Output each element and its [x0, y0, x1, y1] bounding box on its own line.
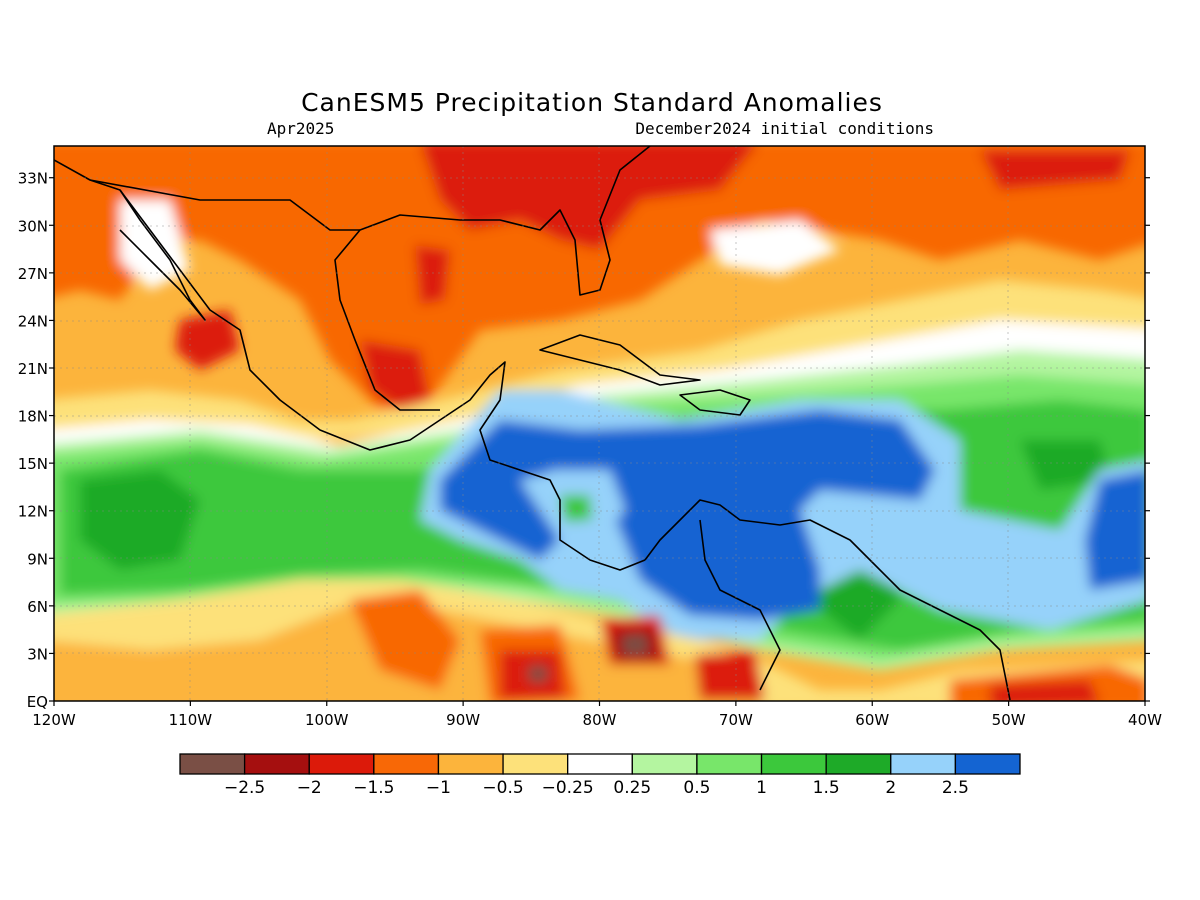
lon-label: 120W [32, 711, 76, 729]
coastline-baja [119, 189, 206, 321]
coastlines [54, 146, 1011, 701]
lat-label: 30N [18, 217, 48, 235]
legend-label: −2 [297, 778, 322, 798]
legend-label: 2.5 [942, 778, 969, 798]
chart-title: CanESM5 Precipitation Standard Anomalies [301, 88, 883, 117]
field-south-red-3 [695, 650, 765, 700]
lat-label: 12N [18, 503, 48, 521]
color-legend: −2.5 −2 −1.5 −1 −0.5 −0.25 0.25 0.5 1 1.5 2 2.5 [179, 753, 1021, 798]
lat-label: 18N [18, 408, 48, 426]
lon-label: 40W [1128, 711, 1162, 729]
lon-label: 70W [719, 711, 753, 729]
field-white-baja [120, 200, 190, 290]
field-south-brown-2 [528, 666, 548, 682]
field-south-orange-2 [350, 590, 460, 690]
initial-conditions-label: December2024 initial conditions [635, 119, 934, 138]
legend-swatch [308, 753, 375, 775]
lat-label: 27N [18, 265, 48, 283]
legend-swatch [760, 753, 827, 775]
legend-label: 0.25 [613, 778, 651, 798]
lat-label: 6N [27, 598, 48, 616]
legend-swatch [954, 753, 1021, 775]
field-gulf-red-2 [415, 245, 450, 305]
latitude-axis: 33N 30N 27N 24N 21N 18N 15N 12N 9N 6N 3N EQ [18, 170, 1150, 711]
legend-swatch [179, 753, 246, 775]
legend-label: 1.5 [813, 778, 840, 798]
field-baja-red [175, 310, 240, 370]
lat-label: 24N [18, 312, 48, 330]
lon-label: 80W [583, 711, 617, 729]
lat-label: 15N [18, 455, 48, 473]
field-ne-red [980, 150, 1130, 190]
legend-swatch [825, 753, 892, 775]
legend-swatch [437, 753, 504, 775]
coastline-north-america [54, 159, 646, 571]
field-white-atlantic [710, 220, 840, 275]
coastline-cuba [539, 334, 701, 386]
field-green-dark [80, 470, 200, 570]
legend-label: −2.5 [224, 778, 265, 798]
legend-swatch [890, 753, 957, 775]
lat-label: 21N [18, 360, 48, 378]
legend-swatch [243, 753, 310, 775]
legend-swatch [567, 753, 633, 775]
legend-swatch [631, 753, 698, 775]
field-green-core [560, 495, 592, 522]
lat-label: 33N [18, 170, 48, 188]
lat-label: 9N [27, 550, 48, 568]
legend-swatch [373, 753, 440, 775]
legend-label: −1 [426, 778, 451, 798]
field-blue-dark-east [1085, 471, 1145, 590]
legend-label: 2 [885, 778, 896, 798]
legend-label: −1.5 [353, 778, 394, 798]
field-blue-dark [440, 410, 935, 620]
border-colombia-venezuela [699, 519, 781, 691]
legend-label: 1 [756, 778, 767, 798]
lon-label: 60W [855, 711, 889, 729]
field-se-red [990, 680, 1099, 701]
legend-swatch [696, 753, 763, 775]
field-south-brown [622, 634, 648, 655]
lon-label: 50W [992, 711, 1026, 729]
lon-label: 90W [446, 711, 480, 729]
lon-label: 110W [169, 711, 213, 729]
coastline-hispaniola [679, 389, 751, 416]
lon-label: 100W [305, 711, 349, 729]
valid-month-label: Apr2025 [267, 119, 334, 138]
longitude-axis: 120W 110W 100W 90W 80W 70W 60W 50W 40W [32, 701, 1162, 729]
precipitation-anomaly-field [54, 146, 1145, 701]
legend-label: −0.25 [542, 778, 594, 798]
border-mexico-us [89, 179, 360, 231]
field-green-dark-2 [1020, 440, 1110, 490]
legend-swatch [502, 753, 569, 775]
lat-label: EQ [27, 693, 48, 711]
graticule [54, 146, 1145, 701]
legend-label: 0.5 [683, 778, 710, 798]
legend-label: −0.5 [482, 778, 523, 798]
lat-label: 3N [27, 645, 48, 663]
coastline-gulf [334, 146, 651, 411]
coastline-south-america [644, 499, 1011, 701]
field-us-red [422, 146, 756, 250]
